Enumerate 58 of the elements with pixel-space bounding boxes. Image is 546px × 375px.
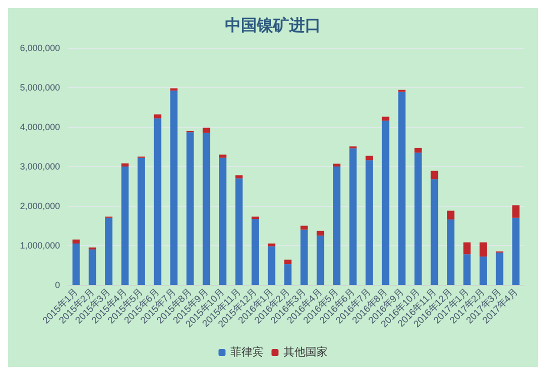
bar — [268, 244, 276, 246]
bar — [154, 114, 162, 118]
bar — [512, 205, 520, 218]
legend-label: 菲律宾 — [230, 346, 264, 358]
bar — [430, 179, 438, 285]
bar — [88, 249, 96, 285]
bar — [316, 230, 324, 236]
bar — [121, 163, 129, 166]
y-tick-label: 3,000,000 — [20, 162, 60, 172]
bar — [202, 128, 210, 133]
bar — [512, 218, 520, 285]
y-tick-label: 2,000,000 — [20, 201, 60, 211]
bar — [430, 170, 438, 180]
bar — [463, 254, 471, 285]
bar — [463, 242, 471, 254]
y-tick-label: 5,000,000 — [20, 82, 60, 92]
bar — [235, 175, 243, 178]
bar — [300, 226, 308, 230]
y-tick-label: 0 — [54, 280, 60, 290]
legend-label: 其他国家 — [284, 346, 328, 358]
bar — [398, 92, 406, 285]
bar — [268, 246, 276, 285]
bar — [333, 164, 340, 166]
bar — [382, 116, 390, 121]
bar — [121, 166, 129, 285]
bar — [154, 118, 162, 285]
bar — [186, 132, 194, 285]
bar — [300, 230, 308, 285]
bar — [72, 240, 80, 244]
bar — [252, 219, 259, 285]
y-tick-label: 1,000,000 — [20, 240, 60, 250]
bar — [284, 264, 292, 285]
bar — [219, 158, 226, 285]
bar — [366, 156, 373, 160]
bar — [72, 244, 80, 285]
bar — [333, 166, 340, 285]
bar — [496, 252, 504, 285]
bar — [219, 154, 226, 158]
y-tick-label: 4,000,000 — [20, 122, 60, 132]
bar — [349, 148, 357, 285]
chart-title: 中国镍矿进口 — [225, 16, 321, 34]
bar — [202, 132, 210, 285]
bar — [138, 158, 145, 285]
bar — [447, 219, 454, 285]
bar — [414, 152, 422, 285]
bar — [284, 260, 292, 264]
bar — [316, 236, 324, 285]
bar — [382, 120, 390, 285]
bar — [414, 148, 422, 153]
bar — [170, 90, 178, 285]
y-tick-label: 6,000,000 — [20, 43, 60, 53]
bar — [252, 216, 259, 220]
bar — [447, 210, 454, 220]
bar — [105, 218, 112, 285]
bar — [235, 178, 243, 285]
bar — [480, 256, 487, 285]
bar — [480, 242, 487, 257]
bar — [366, 160, 373, 285]
